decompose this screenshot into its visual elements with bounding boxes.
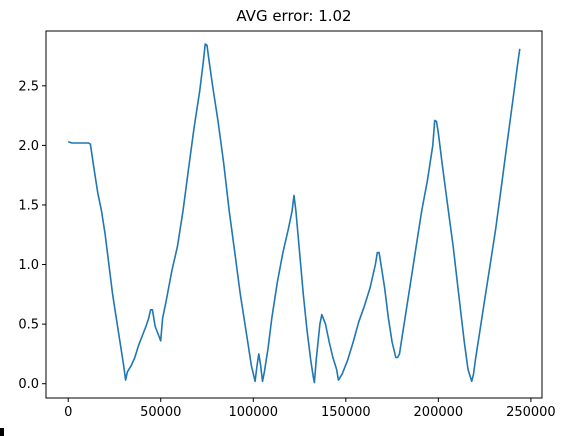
x-tick-label: 0: [64, 405, 72, 420]
y-axis: 0.0 0.5 1.0 1.5 2.0 2.5: [18, 79, 46, 392]
plot-frame: [45, 30, 543, 399]
y-tick-label: 2.5: [18, 79, 39, 94]
x-tick-label: 50000: [140, 405, 181, 420]
y-tick-label: 0.5: [18, 318, 39, 333]
x-tick-label: 250000: [506, 405, 556, 420]
x-tick-label: 150000: [321, 405, 371, 420]
series-line: [67, 43, 521, 384]
y-tick-label: 0.0: [18, 377, 39, 392]
chart-title: AVG error: 1.02: [236, 7, 351, 25]
y-tick-label: 1.5: [18, 198, 39, 213]
y-tick-label: 2.0: [18, 139, 39, 154]
x-axis: 0 50000 100000 150000 200000 250000: [64, 398, 556, 420]
x-tick-label: 100000: [228, 405, 278, 420]
series-group: [67, 43, 521, 384]
y-tick-label: 1.0: [18, 258, 39, 273]
x-tick-label: 200000: [414, 405, 464, 420]
corner-mark: [0, 428, 4, 436]
